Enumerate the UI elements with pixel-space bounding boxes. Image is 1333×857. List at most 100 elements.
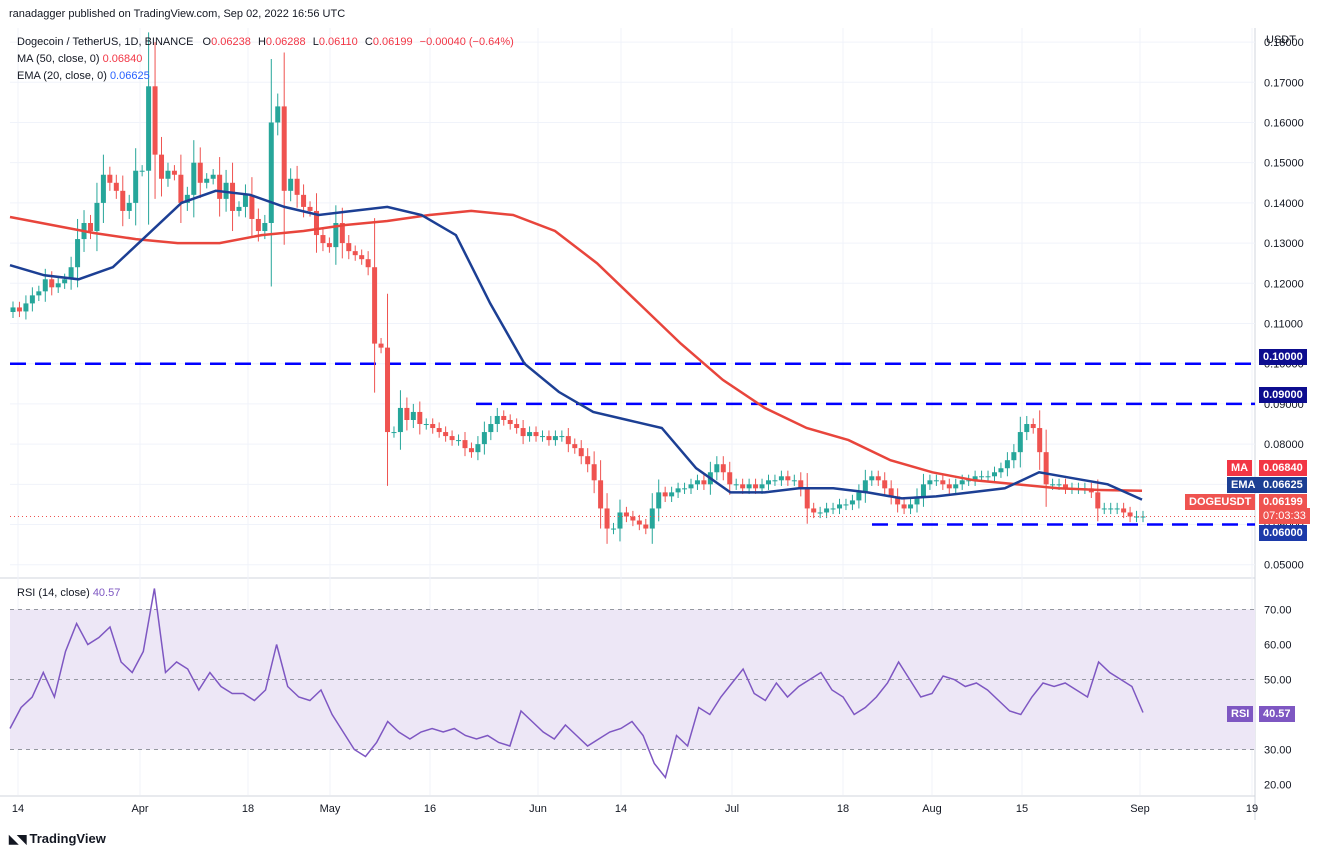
- time-tick-label: Jun: [529, 803, 547, 815]
- resistance-0-10-tag: 0.10000: [1259, 349, 1307, 365]
- support-level-tag: 0.06000: [1259, 525, 1307, 541]
- time-tick-label: 18: [837, 803, 849, 815]
- candle-body: [591, 464, 597, 481]
- candle-body: [133, 170, 139, 203]
- ma-axis-value: 0.06840: [1259, 460, 1307, 476]
- candle-body: [42, 279, 48, 292]
- candle-body: [675, 488, 681, 493]
- candle-body: [656, 492, 662, 509]
- candle-body: [746, 484, 752, 489]
- candle-body: [1134, 516, 1140, 518]
- candle-body: [604, 508, 610, 529]
- ma-50-line: [9, 209, 1143, 493]
- candle-body: [68, 267, 74, 280]
- candle-body: [772, 480, 778, 482]
- candle-body: [191, 162, 197, 195]
- candle-body: [733, 484, 739, 486]
- price-tick-label: 0.14000: [1264, 198, 1304, 210]
- candle-body: [759, 484, 765, 489]
- candle-body: [146, 86, 152, 171]
- candle-body: [23, 303, 29, 312]
- candle-body: [1030, 424, 1036, 429]
- candle-body: [901, 504, 907, 509]
- candle-body: [643, 524, 649, 529]
- candle-body: [249, 194, 255, 219]
- candle-body: [559, 436, 565, 438]
- candle-body: [29, 295, 35, 304]
- candle-body: [972, 476, 978, 481]
- time-tick-label: May: [320, 803, 341, 815]
- candle-body: [682, 488, 688, 490]
- ema-20-line: [9, 189, 1143, 501]
- candle-body: [1095, 492, 1101, 509]
- candle-body: [694, 480, 700, 485]
- ma-axis-tag: MA: [1227, 460, 1253, 476]
- ma-tag-label: MA: [1231, 462, 1249, 474]
- candle-body: [985, 476, 991, 478]
- candle-body: [1050, 484, 1056, 486]
- candle-body: [630, 516, 636, 521]
- candle-body: [727, 472, 733, 485]
- candle-body: [352, 251, 358, 256]
- ohlc-legend: Dogecoin / TetherUS, 1D, BINANCE O0.0623…: [17, 36, 514, 48]
- candle-body: [875, 476, 881, 481]
- time-tick-label: 15: [1016, 803, 1028, 815]
- price-tick-label: 0.08000: [1264, 439, 1304, 451]
- rsi-axis-tag: RSI: [1227, 706, 1254, 722]
- candle-body: [62, 279, 68, 284]
- candle-body: [423, 424, 429, 426]
- price-tick-label: 0.17000: [1264, 77, 1304, 89]
- candle-body: [1004, 460, 1010, 469]
- currency-label[interactable]: USDT: [1266, 34, 1296, 46]
- ohlc-low: 0.06110: [318, 36, 358, 48]
- candle-body: [507, 419, 513, 425]
- time-tick-label: Apr: [131, 803, 148, 815]
- candle-body: [501, 415, 507, 420]
- candle-body: [837, 504, 843, 509]
- price-tick-label: 0.18000: [1264, 37, 1304, 49]
- candle-body: [914, 496, 920, 505]
- candle-body: [856, 492, 862, 501]
- price-tick-label: 0.11000: [1264, 319, 1303, 331]
- candle-body: [552, 436, 558, 441]
- candle-body: [288, 178, 294, 191]
- publisher-line: ranadagger published on TradingView.com,…: [9, 8, 346, 20]
- countdown-value: 07:03:33: [1259, 508, 1310, 524]
- candle-body: [933, 480, 939, 482]
- candle-body: [979, 476, 985, 478]
- candle-body: [126, 202, 132, 211]
- candle-body: [998, 468, 1004, 473]
- candle-body: [242, 194, 248, 207]
- candle-body: [94, 202, 100, 232]
- ema-legend[interactable]: EMA (20, close, 0) 0.06625: [17, 70, 150, 82]
- candle-body: [533, 432, 539, 437]
- tradingview-brand[interactable]: ◣◥ TradingView: [9, 831, 106, 846]
- price-tick-label: 0.15000: [1264, 158, 1304, 170]
- candle-body: [927, 480, 933, 485]
- ma-legend[interactable]: MA (50, close, 0) 0.06840: [17, 53, 142, 65]
- candle-body: [1121, 508, 1127, 513]
- candle-body: [75, 239, 81, 268]
- candle-body: [888, 488, 894, 497]
- rsi-legend[interactable]: RSI (14, close) 40.57: [17, 587, 120, 599]
- candle-body: [565, 436, 571, 445]
- candle-body: [107, 174, 113, 183]
- rsi-tick-label: 50.00: [1264, 675, 1292, 687]
- rsi-tick-label: 60.00: [1264, 640, 1292, 652]
- ema-axis-tag: EMA: [1227, 477, 1260, 493]
- time-tick-label: 14: [12, 803, 24, 815]
- candle-body: [494, 415, 500, 425]
- candle-body: [378, 343, 384, 348]
- candle-body: [49, 279, 55, 288]
- candle-body: [991, 472, 997, 477]
- time-tick-label: Aug: [922, 803, 942, 815]
- candle-body: [113, 182, 119, 191]
- candle-body: [940, 480, 946, 485]
- candle-body: [262, 222, 268, 232]
- candle-body: [636, 520, 642, 525]
- candle-body: [468, 448, 474, 453]
- candle-body: [385, 347, 391, 433]
- candle-body: [346, 243, 352, 252]
- brand-label: TradingView: [29, 831, 106, 846]
